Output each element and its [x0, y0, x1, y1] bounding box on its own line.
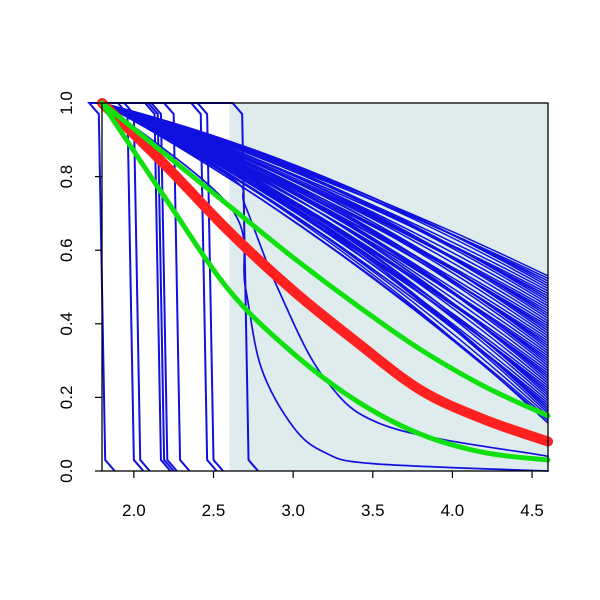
series-2	[101, 102, 549, 458]
x-axis: 2.0 2.5 3.0 3.5 4.0 4.5	[122, 471, 544, 520]
series-layer	[87, 98, 553, 472]
bundle-line	[101, 102, 549, 277]
bundle-line	[101, 102, 549, 342]
green-curve	[99, 100, 551, 463]
bundle-line	[101, 102, 549, 327]
y-axis: 0.0 0.2 0.4 0.6 0.8 1.0	[57, 91, 102, 483]
step-line	[102, 102, 151, 472]
bundle-line	[101, 102, 549, 325]
x-tick-label: 3.5	[361, 501, 385, 520]
x-tick-label: 3.0	[281, 501, 305, 520]
y-tick-label: 0.6	[57, 238, 76, 262]
bundle-line	[101, 102, 549, 310]
step-line	[87, 102, 116, 472]
bundle-line	[101, 102, 549, 389]
y-tick-label: 1.0	[57, 91, 76, 115]
x-tick-label: 4.5	[520, 501, 544, 520]
blue-curve	[101, 102, 549, 458]
y-tick-label: 0.0	[57, 459, 76, 483]
plot-frame	[101, 102, 549, 472]
bundle-line	[101, 102, 549, 372]
x-tick-label: 2.0	[122, 501, 146, 520]
green-curve	[99, 100, 551, 419]
bundle-line	[101, 102, 549, 357]
series-5	[99, 100, 551, 419]
red-band	[97, 98, 553, 447]
x-tick-label: 2.5	[202, 501, 226, 520]
y-tick-label: 0.8	[57, 165, 76, 189]
x-tick-label: 4.0	[441, 501, 465, 520]
bundle-line	[101, 102, 549, 419]
bundle-line	[101, 102, 549, 280]
series-6	[99, 100, 551, 463]
series-4	[97, 98, 553, 447]
bundle-line	[101, 102, 549, 387]
bundle-line	[101, 102, 549, 295]
y-tick-label: 0.2	[57, 386, 76, 410]
y-tick-label: 0.4	[57, 312, 76, 336]
